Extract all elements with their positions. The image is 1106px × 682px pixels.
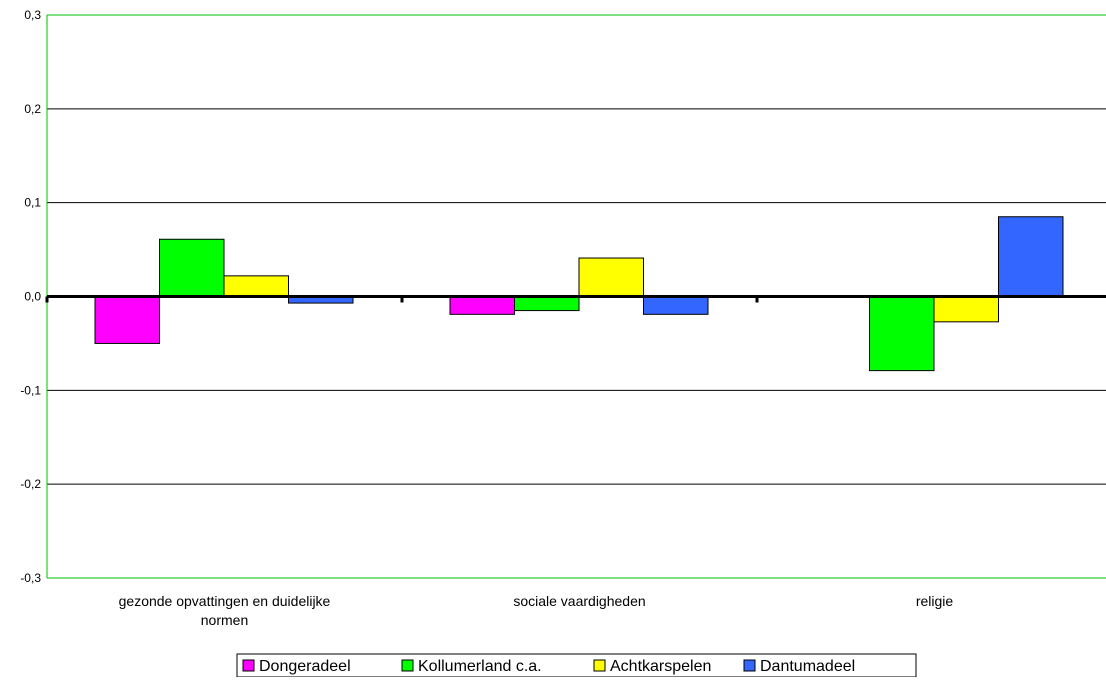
y-tick-label: -0,1 <box>20 383 41 397</box>
y-tick-label: -0,3 <box>20 571 41 585</box>
bar <box>449 296 515 315</box>
legend-swatch <box>593 659 606 672</box>
legend-label: Achtkarspelen <box>610 658 711 675</box>
y-tick-label: -0,2 <box>20 477 41 491</box>
legend-label: Dantumadeel <box>760 658 855 675</box>
bar <box>933 296 999 323</box>
bar <box>578 257 644 297</box>
y-tick-label: 0,1 <box>24 196 41 210</box>
x-tick-label: gezonde opvattingen en duidelijke normen <box>119 593 331 628</box>
bar <box>869 296 935 372</box>
x-tick-label-line: religie <box>916 593 954 609</box>
x-tick-label-line: sociale vaardigheden <box>513 593 645 609</box>
bar <box>514 296 580 312</box>
x-tick-label-line: normen <box>201 612 248 628</box>
bar <box>643 296 709 315</box>
y-tick-label: 0,3 <box>24 8 41 22</box>
bar <box>998 216 1064 297</box>
y-tick-label: 0,0 <box>24 290 41 304</box>
legend-swatch <box>242 659 255 672</box>
x-tick-label: religie <box>916 593 954 609</box>
legend-swatch <box>743 659 756 672</box>
bar <box>94 296 160 344</box>
legend-swatch <box>401 659 414 672</box>
x-tick-label: sociale vaardigheden <box>513 593 645 609</box>
legend-label: Kollumerland c.a. <box>418 658 542 675</box>
bar <box>223 275 289 297</box>
bar <box>159 238 225 298</box>
legend-label: Dongeradeel <box>259 658 351 675</box>
y-tick-label: 0,2 <box>24 102 41 116</box>
x-tick-label-line: gezonde opvattingen en duidelijke <box>119 593 331 609</box>
